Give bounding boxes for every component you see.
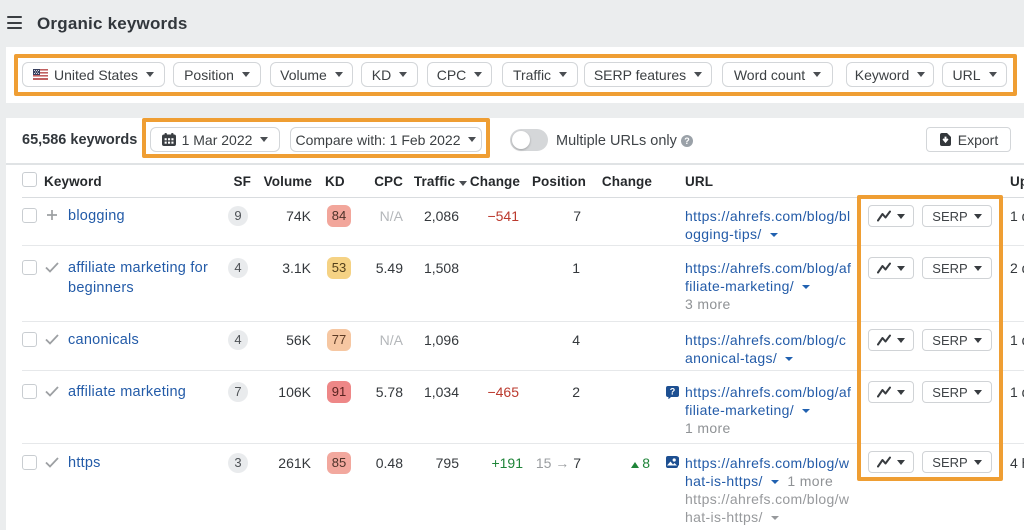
svg-text:?: ? — [670, 387, 676, 397]
